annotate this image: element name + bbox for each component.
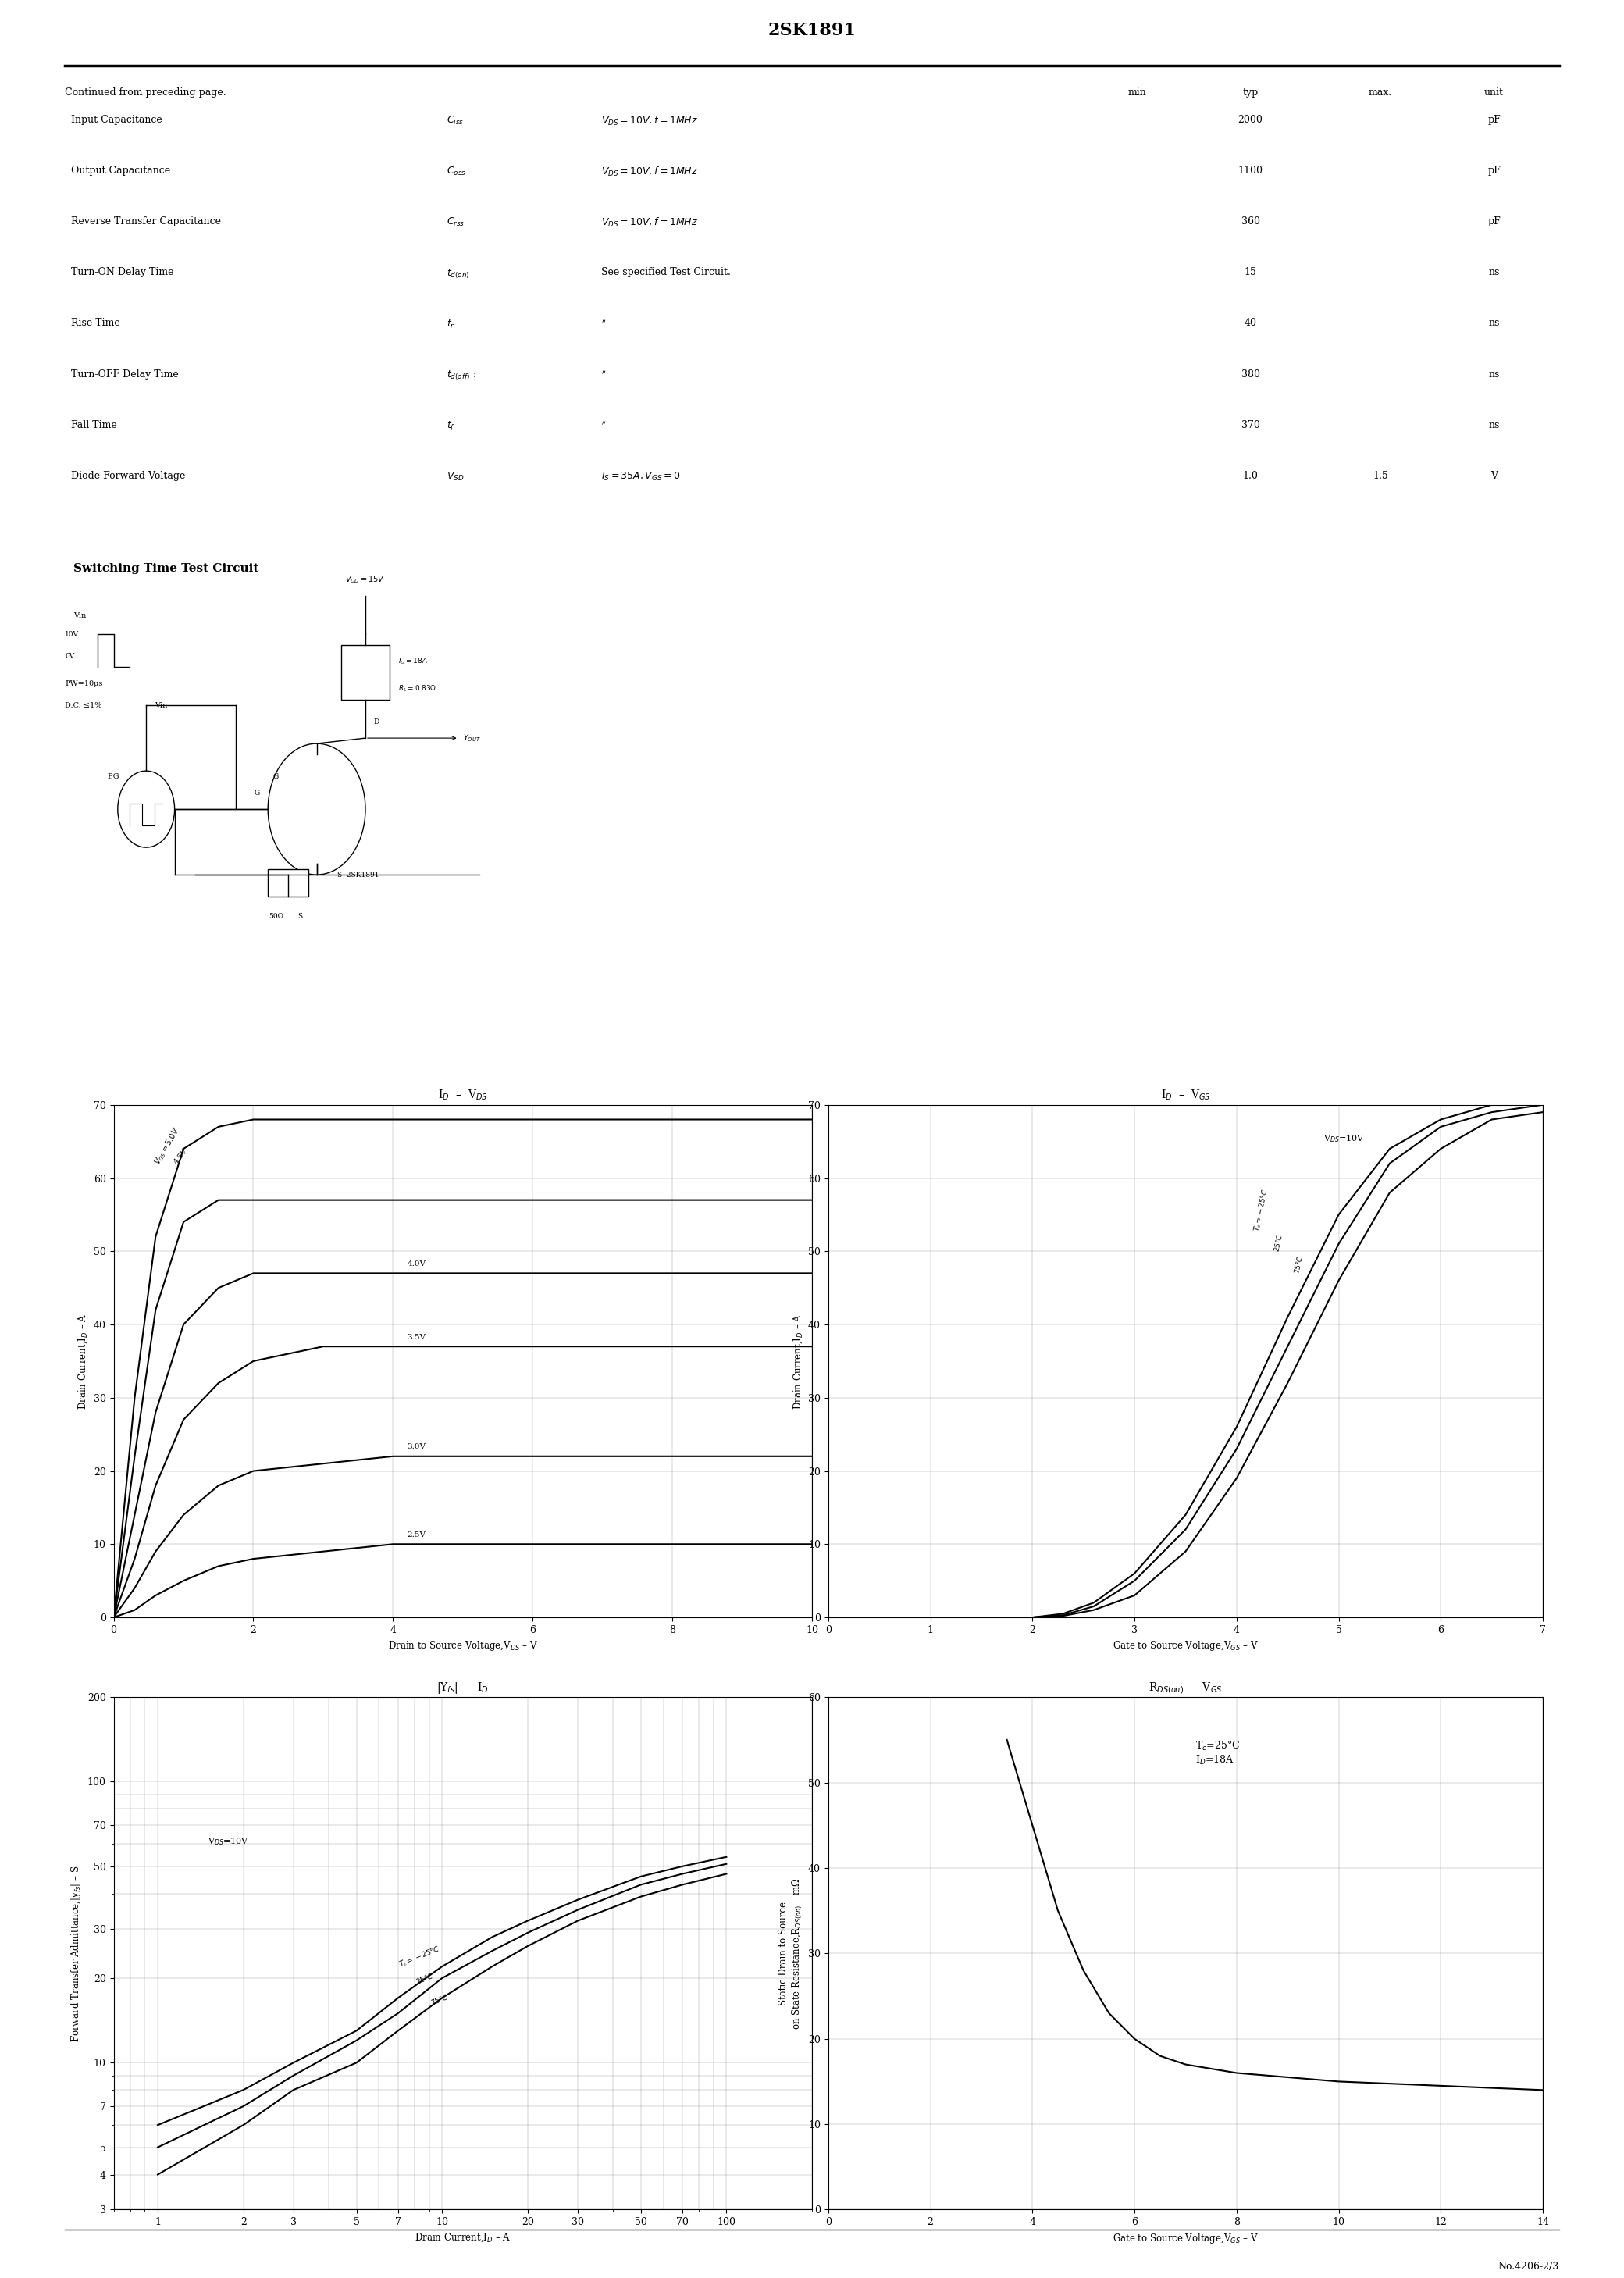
Text: 370: 370 <box>1241 419 1260 431</box>
Text: Output Capacitance: Output Capacitance <box>65 166 171 175</box>
Title: |Y$_{fs}$|  –  I$_D$: |Y$_{fs}$| – I$_D$ <box>437 1681 489 1695</box>
Text: Vin: Vin <box>154 702 167 708</box>
Text: $T_c=-25°C$: $T_c=-25°C$ <box>1252 1187 1270 1232</box>
Text: V: V <box>1491 472 1497 481</box>
Text: $t_f$: $t_f$ <box>447 419 455 431</box>
Text: $''$: $''$ <box>601 319 606 328</box>
Text: P.G: P.G <box>107 772 120 779</box>
Text: Continued from preceding page.: Continued from preceding page. <box>65 87 226 98</box>
Text: T$_c$=25°C
I$_D$=18A: T$_c$=25°C I$_D$=18A <box>1195 1740 1241 1768</box>
Text: 2SK1891: 2SK1891 <box>768 23 856 39</box>
Text: Vin: Vin <box>73 613 86 620</box>
Text: $''$: $''$ <box>601 419 606 431</box>
Text: $t_r$: $t_r$ <box>447 319 455 330</box>
Text: 10V: 10V <box>65 631 80 638</box>
Text: 0V: 0V <box>65 652 75 661</box>
Text: Diode Forward Voltage: Diode Forward Voltage <box>65 472 185 481</box>
Text: Rise Time: Rise Time <box>65 319 120 328</box>
Text: PW=10μs: PW=10μs <box>65 679 102 688</box>
Text: V$_{DS}$=10V: V$_{DS}$=10V <box>208 1836 250 1847</box>
Text: No.4206-2/3: No.4206-2/3 <box>1497 2262 1559 2271</box>
Text: typ: typ <box>1242 87 1259 98</box>
Text: ns: ns <box>1489 267 1499 278</box>
Text: $V_{SD}$: $V_{SD}$ <box>447 472 464 483</box>
Title: I$_D$  –  V$_{GS}$: I$_D$ – V$_{GS}$ <box>1161 1089 1210 1103</box>
Text: Turn-ON Delay Time: Turn-ON Delay Time <box>65 267 174 278</box>
Text: $25°C$: $25°C$ <box>1272 1232 1285 1253</box>
Text: $R_L=0.83\Omega$: $R_L=0.83\Omega$ <box>398 683 437 695</box>
Text: $t_{d(on)}$: $t_{d(on)}$ <box>447 267 469 280</box>
Text: 4.0V: 4.0V <box>408 1260 425 1267</box>
Circle shape <box>268 743 365 875</box>
X-axis label: Drain Current,I$_D$ – A: Drain Current,I$_D$ – A <box>414 2232 512 2244</box>
Text: $25°C$: $25°C$ <box>414 1970 435 1986</box>
Text: $Y_{OUT}$: $Y_{OUT}$ <box>463 734 481 743</box>
Text: $T_c=-25°C$: $T_c=-25°C$ <box>398 1943 442 1968</box>
Text: $V_{DD}=15V$: $V_{DD}=15V$ <box>346 574 385 585</box>
Text: 380: 380 <box>1241 369 1260 378</box>
Text: 15: 15 <box>1244 267 1257 278</box>
Text: $I_S=35A,V_{GS}=0$: $I_S=35A,V_{GS}=0$ <box>601 472 680 483</box>
Text: $V_{DS}=10V,f=1MHz$: $V_{DS}=10V,f=1MHz$ <box>601 166 698 178</box>
Text: 50Ω: 50Ω <box>268 913 284 920</box>
Text: $75°C$: $75°C$ <box>1293 1255 1306 1276</box>
X-axis label: Gate to Source Voltage,V$_{GS}$ – V: Gate to Source Voltage,V$_{GS}$ – V <box>1112 2232 1259 2246</box>
Bar <box>268 870 309 898</box>
Text: max.: max. <box>1369 87 1392 98</box>
Text: 40: 40 <box>1244 319 1257 328</box>
Text: Reverse Transfer Capacitance: Reverse Transfer Capacitance <box>65 216 221 226</box>
Text: ns: ns <box>1489 419 1499 431</box>
Text: $''$: $''$ <box>601 369 606 378</box>
Text: 2000: 2000 <box>1237 114 1263 125</box>
Text: unit: unit <box>1484 87 1504 98</box>
Text: Turn-OFF Delay Time: Turn-OFF Delay Time <box>65 369 179 378</box>
Text: G: G <box>273 772 279 779</box>
Text: G: G <box>255 788 260 797</box>
Text: $V_{DS}=10V,f=1MHz$: $V_{DS}=10V,f=1MHz$ <box>601 216 698 230</box>
Text: $V_{GS}=5.0V$: $V_{GS}=5.0V$ <box>153 1125 182 1166</box>
Y-axis label: Drain Current,I$_D$ – A: Drain Current,I$_D$ – A <box>793 1312 804 1410</box>
Text: 1.0: 1.0 <box>1242 472 1259 481</box>
Text: 1.5: 1.5 <box>1372 472 1389 481</box>
Text: $t_{d(off)}$ :: $t_{d(off)}$ : <box>447 369 476 383</box>
Text: S: S <box>299 913 302 920</box>
Text: ns: ns <box>1489 319 1499 328</box>
X-axis label: Drain to Source Voltage,V$_{DS}$ – V: Drain to Source Voltage,V$_{DS}$ – V <box>388 1640 538 1654</box>
Text: V$_{DS}$=10V: V$_{DS}$=10V <box>1324 1134 1364 1144</box>
Text: min: min <box>1127 87 1147 98</box>
Text: 4.5V: 4.5V <box>174 1146 190 1164</box>
Text: 3.0V: 3.0V <box>408 1444 425 1451</box>
Text: $C_{iss}$: $C_{iss}$ <box>447 114 464 128</box>
Text: $C_{rss}$: $C_{rss}$ <box>447 216 464 228</box>
Text: 360: 360 <box>1241 216 1260 226</box>
Text: Input Capacitance: Input Capacitance <box>65 114 162 125</box>
X-axis label: Gate to Source Voltage,V$_{GS}$ – V: Gate to Source Voltage,V$_{GS}$ – V <box>1112 1640 1259 1654</box>
Text: $V_{DS}=10V,f=1MHz$: $V_{DS}=10V,f=1MHz$ <box>601 114 698 128</box>
Y-axis label: Drain Current,I$_D$ – A: Drain Current,I$_D$ – A <box>78 1312 89 1410</box>
Text: D: D <box>374 718 378 724</box>
Text: 1100: 1100 <box>1237 166 1263 175</box>
Circle shape <box>119 770 175 847</box>
Bar <box>341 645 390 699</box>
Y-axis label: Forward Transfer Admittance,|y$_{fs}$| – S: Forward Transfer Admittance,|y$_{fs}$| –… <box>70 1866 83 2041</box>
Text: Fall Time: Fall Time <box>65 419 117 431</box>
Text: $I_D=18A$: $I_D=18A$ <box>398 656 427 667</box>
Title: I$_D$  –  V$_{DS}$: I$_D$ – V$_{DS}$ <box>438 1089 487 1103</box>
Text: 2.5V: 2.5V <box>408 1531 425 1538</box>
Text: $75°C$: $75°C$ <box>429 1991 450 2007</box>
Text: ns: ns <box>1489 369 1499 378</box>
Title: R$_{DS(on)}$  –  V$_{GS}$: R$_{DS(on)}$ – V$_{GS}$ <box>1148 1681 1223 1695</box>
Text: pF: pF <box>1488 114 1501 125</box>
Text: S  2SK1891: S 2SK1891 <box>338 870 378 879</box>
Y-axis label: Static Drain to Source
on State Resistance,R$_{DS(on)}$ – mΩ: Static Drain to Source on State Resistan… <box>778 1877 804 2030</box>
Text: See specified Test Circuit.: See specified Test Circuit. <box>601 267 731 278</box>
Text: Switching Time Test Circuit: Switching Time Test Circuit <box>73 563 258 574</box>
Text: D.C. ≤1%: D.C. ≤1% <box>65 702 102 708</box>
Text: $C_{oss}$: $C_{oss}$ <box>447 166 466 178</box>
Text: pF: pF <box>1488 166 1501 175</box>
Text: 3.5V: 3.5V <box>408 1333 425 1342</box>
Text: pF: pF <box>1488 216 1501 226</box>
